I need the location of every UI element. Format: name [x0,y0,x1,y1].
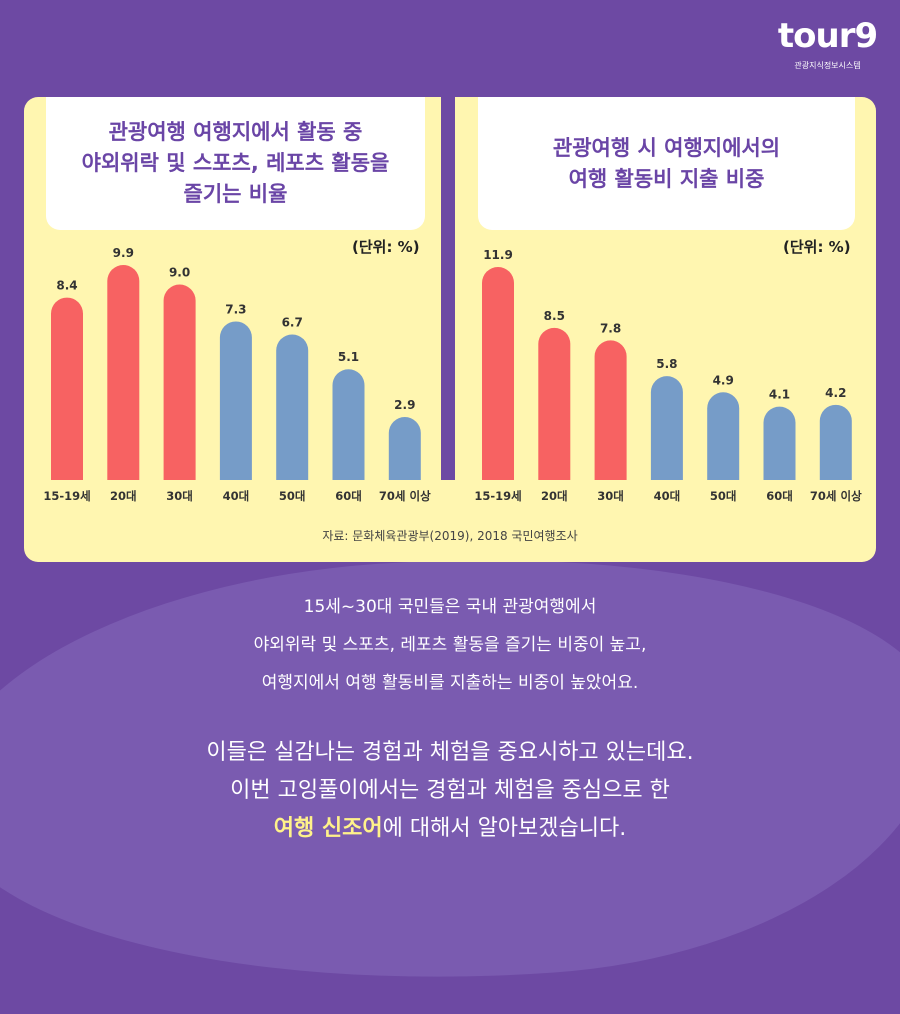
bar-20대 [538,327,571,480]
description-line: 야외위락 및 스포츠, 레포츠 활동을 즐기는 비중이 높고, [253,635,647,655]
highlight-term: 여행 신조어 [273,816,383,841]
bar-50대 [707,392,740,480]
source-note: 자료: 문화체육관광부(2019), 2018 국민여행조사 [322,529,578,543]
category-label: 30대 [166,489,193,503]
logo-subtitle: 관광지식정보시스템 [794,61,861,70]
bar-40대 [650,376,683,480]
value-label: 5.1 [338,350,359,364]
bar-50대 [276,334,309,480]
value-label: 8.5 [544,309,565,323]
message-line: 이들은 실감나는 경험과 체험을 중요시하고 있는데요. [206,740,694,765]
bar-20대 [107,265,140,480]
unit-label-left: (단위: %) [352,238,420,256]
value-label: 4.9 [713,373,734,387]
value-label: 5.8 [656,357,677,371]
category-label: 20대 [541,489,568,503]
category-label: 20대 [110,489,137,503]
category-label: 60대 [766,489,793,503]
panel-divider [441,97,455,480]
bar-70세 이상 [388,417,421,480]
message-line: 여행 신조어에 대해서 알아보겠습니다. [0,810,900,848]
chart-title-left: 관광여행 여행지에서 활동 중 야외위락 및 스포츠, 레포츠 활동을 즐기는 … [46,97,425,230]
bar-15-19세 [51,297,83,480]
category-label: 50대 [710,489,737,503]
bar-40대 [219,321,252,480]
logo-word: tour9 [777,16,878,56]
bar-30대 [594,340,627,480]
value-label: 9.9 [113,246,134,260]
message-rest: 에 대해서 알아보겠습니다. [382,816,627,841]
value-label: 9.0 [169,266,190,280]
bar-15-19세 [482,267,514,480]
unit-label-right: (단위: %) [783,238,851,256]
value-label: 11.9 [483,248,513,262]
bar-charts: 8.4 15-19세 9.9 20대 9.0 30대 7.3 40대 6.7 50대 5.1 60대 2… [43,246,862,503]
category-label: 15-19세 [43,489,90,503]
category-label: 60대 [335,489,362,503]
bar-60대 [332,369,365,480]
message-line: 이번 고잉풀이에서는 경험과 체험을 중심으로 한 [230,778,670,803]
value-label: 6.7 [282,315,303,329]
message: 이들은 실감나는 경험과 체험을 중요시하고 있는데요. 이번 고잉풀이에서는 … [0,734,900,848]
category-label: 70세 이상 [810,489,862,503]
logo: tour9 관광지식정보시스템 [770,18,885,71]
description-line: 여행지에서 여행 활동비를 지출하는 비중이 높았어요. [261,673,639,693]
bar-60대 [763,406,796,480]
value-label: 4.1 [769,388,790,402]
value-label: 7.8 [600,321,621,335]
category-label: 15-19세 [474,489,521,503]
value-label: 2.9 [394,398,415,412]
value-label: 8.4 [56,279,77,293]
description-line: 15세~30대 국민들은 국내 관광여행에서 [303,597,597,617]
category-label: 30대 [597,489,624,503]
category-label: 50대 [279,489,306,503]
category-label: 40대 [223,489,250,503]
value-label: 7.3 [225,302,246,316]
description: 15세~30대 국민들은 국내 관광여행에서 야외위락 및 스포츠, 레포츠 활… [0,588,900,702]
chart-title-right: 관광여행 시 여행지에서의 여행 활동비 지출 비중 [478,97,855,230]
bar-70세 이상 [819,404,852,480]
value-label: 4.2 [825,386,846,400]
category-label: 40대 [654,489,681,503]
category-label: 70세 이상 [379,489,431,503]
bar-30대 [163,284,196,480]
